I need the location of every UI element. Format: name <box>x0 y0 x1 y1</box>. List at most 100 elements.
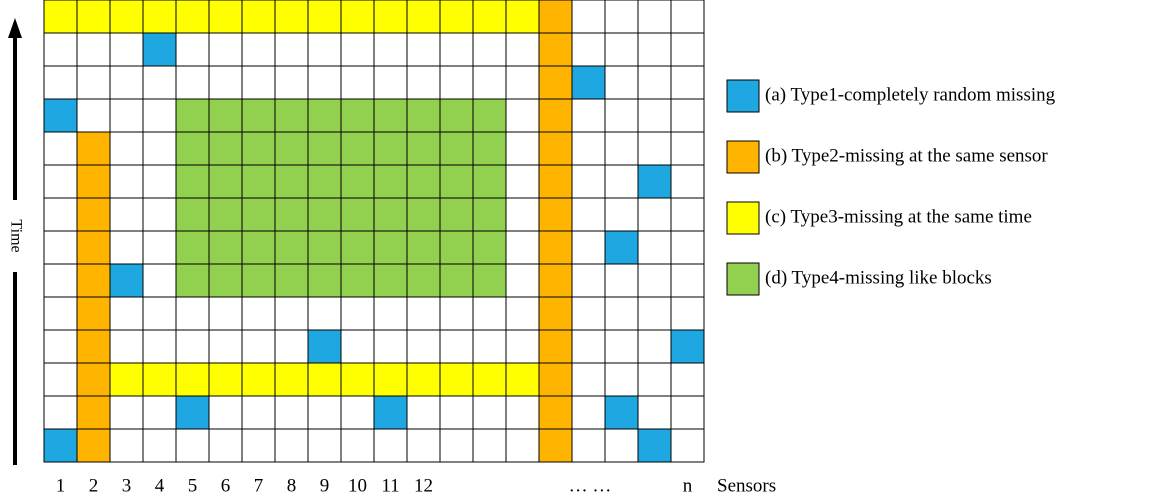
cell <box>637 65 672 100</box>
cell <box>637 428 672 463</box>
cell <box>670 395 705 430</box>
cell <box>637 131 672 166</box>
cell <box>670 428 705 463</box>
cell <box>175 32 210 67</box>
cell <box>307 32 342 67</box>
cell <box>109 230 144 265</box>
cell <box>538 131 573 166</box>
cell <box>373 131 408 166</box>
cell <box>604 230 639 265</box>
cell <box>571 131 606 166</box>
cell <box>670 197 705 232</box>
cell <box>439 296 474 331</box>
cell <box>76 296 111 331</box>
cell <box>406 428 441 463</box>
cell <box>670 362 705 397</box>
cell <box>76 164 111 199</box>
cell <box>505 362 540 397</box>
cell <box>76 65 111 100</box>
cell <box>109 197 144 232</box>
cell <box>307 296 342 331</box>
cell <box>538 197 573 232</box>
cell <box>241 197 276 232</box>
cell <box>274 164 309 199</box>
cell <box>208 65 243 100</box>
cell <box>142 98 177 133</box>
cell <box>373 362 408 397</box>
cell <box>241 32 276 67</box>
cell <box>274 131 309 166</box>
cell <box>76 263 111 298</box>
cell <box>43 362 78 397</box>
sensor-label: 1 <box>56 475 66 496</box>
cell <box>109 98 144 133</box>
cell <box>505 32 540 67</box>
cell <box>175 230 210 265</box>
cell <box>505 197 540 232</box>
sensor-label: 5 <box>188 475 198 496</box>
cell <box>208 131 243 166</box>
cell <box>472 329 507 364</box>
cell <box>538 296 573 331</box>
cell <box>472 65 507 100</box>
cell <box>274 395 309 430</box>
cell <box>406 32 441 67</box>
cell <box>505 395 540 430</box>
cell <box>43 131 78 166</box>
cell <box>439 263 474 298</box>
cell <box>43 197 78 232</box>
cell <box>406 65 441 100</box>
legend-label: (a) Type1-completely random missing <box>765 84 1056 105</box>
cell <box>604 65 639 100</box>
cell <box>373 197 408 232</box>
cell <box>142 230 177 265</box>
cell <box>76 395 111 430</box>
cell <box>340 197 375 232</box>
cell <box>241 263 276 298</box>
cell <box>538 0 573 34</box>
cell <box>571 32 606 67</box>
cell <box>505 428 540 463</box>
cell <box>373 329 408 364</box>
cell <box>208 362 243 397</box>
cell <box>175 329 210 364</box>
legend-swatch <box>726 262 760 296</box>
cell <box>340 32 375 67</box>
cell <box>571 329 606 364</box>
cell <box>142 263 177 298</box>
cell <box>571 296 606 331</box>
cell <box>307 362 342 397</box>
cell <box>241 395 276 430</box>
cell <box>340 164 375 199</box>
cell <box>439 230 474 265</box>
cell <box>208 230 243 265</box>
cell <box>472 197 507 232</box>
cell <box>538 65 573 100</box>
cell <box>406 263 441 298</box>
cell <box>109 65 144 100</box>
cell <box>373 428 408 463</box>
cell <box>43 263 78 298</box>
cell <box>76 131 111 166</box>
cell <box>505 296 540 331</box>
cell <box>241 428 276 463</box>
cell <box>373 0 408 34</box>
cell <box>175 131 210 166</box>
cell <box>604 395 639 430</box>
cell <box>307 164 342 199</box>
cell <box>472 0 507 34</box>
cell <box>142 428 177 463</box>
cell <box>208 0 243 34</box>
cell <box>43 329 78 364</box>
cell <box>406 0 441 34</box>
cell <box>604 164 639 199</box>
sensor-label: 12 <box>414 475 433 496</box>
cell <box>604 296 639 331</box>
cell <box>571 197 606 232</box>
cell <box>406 296 441 331</box>
cell <box>175 0 210 34</box>
cell <box>571 230 606 265</box>
cell <box>307 0 342 34</box>
cell <box>538 164 573 199</box>
cell <box>439 32 474 67</box>
